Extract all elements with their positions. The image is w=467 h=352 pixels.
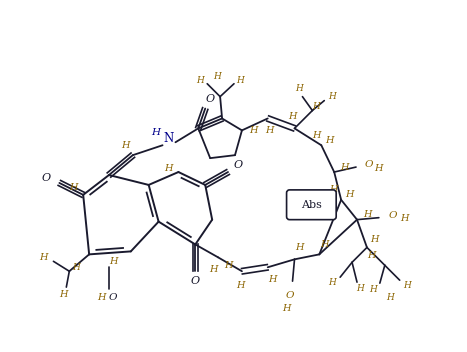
Text: O: O xyxy=(234,160,242,170)
Text: H: H xyxy=(196,76,204,85)
Text: H: H xyxy=(328,278,336,287)
Text: H: H xyxy=(72,263,80,272)
Text: H: H xyxy=(369,285,377,294)
Text: H: H xyxy=(296,84,304,93)
Text: H: H xyxy=(109,257,117,266)
Text: N: N xyxy=(163,132,174,145)
Text: H: H xyxy=(345,190,354,199)
Text: H: H xyxy=(151,128,160,137)
Text: H: H xyxy=(368,251,376,260)
Text: H: H xyxy=(340,163,348,171)
Text: H: H xyxy=(97,293,105,302)
Text: H: H xyxy=(59,290,68,298)
Text: H: H xyxy=(236,281,244,290)
Text: H: H xyxy=(224,261,232,270)
Text: H: H xyxy=(375,164,383,172)
Text: H: H xyxy=(121,141,130,150)
Text: H: H xyxy=(320,240,328,249)
Text: H: H xyxy=(386,293,394,302)
Text: H: H xyxy=(329,186,338,194)
Text: H: H xyxy=(209,265,218,274)
Text: H: H xyxy=(400,214,409,223)
Text: H: H xyxy=(288,112,297,121)
Text: H: H xyxy=(356,284,364,293)
Text: H: H xyxy=(312,131,320,140)
Text: H: H xyxy=(265,126,274,135)
Text: O: O xyxy=(191,276,200,286)
Text: O: O xyxy=(365,159,373,169)
Text: H: H xyxy=(213,72,221,81)
Text: O: O xyxy=(285,290,294,300)
Text: H: H xyxy=(312,102,320,111)
Text: H: H xyxy=(164,164,173,172)
Text: H: H xyxy=(249,126,258,135)
Text: O: O xyxy=(205,94,215,103)
Text: Abs: Abs xyxy=(301,200,322,210)
Text: H: H xyxy=(236,76,244,85)
Text: O: O xyxy=(42,173,51,183)
Text: H: H xyxy=(371,235,379,244)
Text: H: H xyxy=(325,136,333,145)
FancyBboxPatch shape xyxy=(287,190,336,220)
Text: H: H xyxy=(39,253,48,262)
Text: H: H xyxy=(69,183,78,193)
Text: H: H xyxy=(328,92,336,101)
Text: H: H xyxy=(283,304,291,313)
Text: O: O xyxy=(109,293,117,302)
Text: H: H xyxy=(363,210,371,219)
Text: O: O xyxy=(389,211,397,220)
Text: H: H xyxy=(295,243,304,252)
Text: H: H xyxy=(403,281,410,290)
Text: H: H xyxy=(269,275,277,284)
